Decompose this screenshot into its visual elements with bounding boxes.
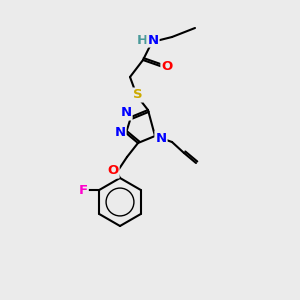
Text: F: F <box>79 184 88 196</box>
Text: N: N <box>120 106 132 119</box>
Text: S: S <box>133 88 143 101</box>
Text: O: O <box>107 164 118 178</box>
Text: N: N <box>147 34 159 46</box>
Text: N: N <box>114 127 126 140</box>
Text: N: N <box>155 131 167 145</box>
Text: O: O <box>161 61 172 74</box>
Text: H: H <box>136 34 148 46</box>
